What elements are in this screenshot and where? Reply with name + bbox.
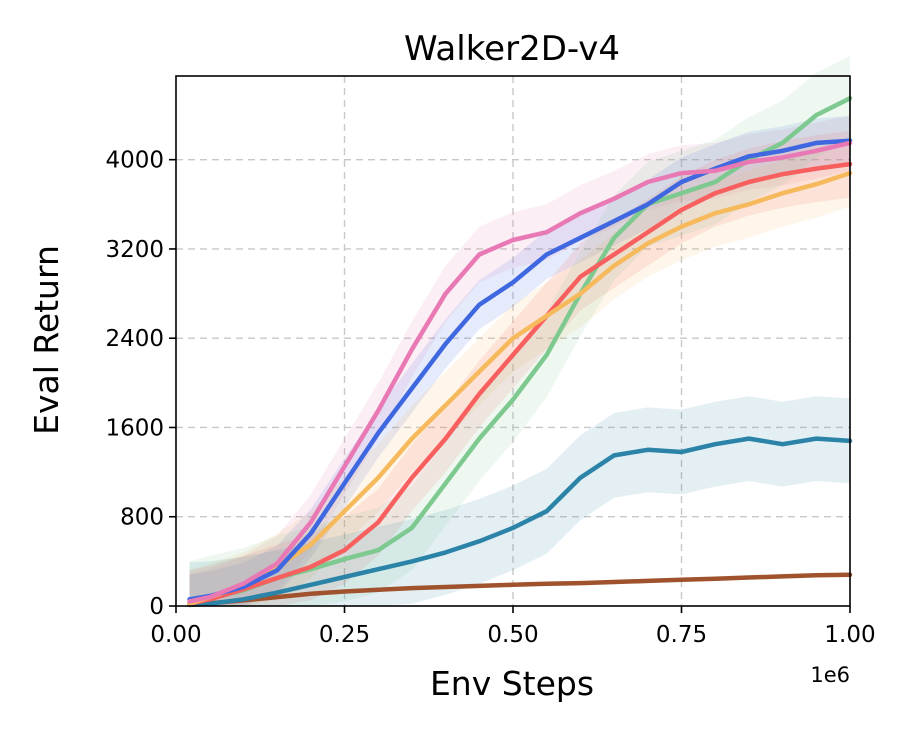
x-offset-label: 1e6 xyxy=(810,663,850,687)
x-tick-label: 0.50 xyxy=(487,622,538,648)
y-axis-label: Eval Return xyxy=(27,245,66,435)
series-line-brown xyxy=(187,572,853,608)
series-line-blue xyxy=(187,138,853,602)
band-orange xyxy=(189,139,850,606)
series-lines xyxy=(187,96,853,608)
x-tick-label: 0.00 xyxy=(150,622,201,648)
x-tick-label: 1.00 xyxy=(824,622,875,648)
series-line-pink xyxy=(187,140,853,604)
y-tick-label: 800 xyxy=(120,505,164,531)
x-ticks: 0.00 0.25 0.50 0.75 1.00 xyxy=(150,606,876,648)
series-line-red xyxy=(187,161,853,607)
y-tick-label: 4000 xyxy=(105,148,164,174)
y-tick-label: 1600 xyxy=(105,415,164,441)
series-line-teal xyxy=(187,436,853,608)
y-tick-label: 2400 xyxy=(105,326,164,352)
x-tick-label: 0.75 xyxy=(656,622,707,648)
band-blue xyxy=(189,116,850,606)
band-red xyxy=(189,130,850,606)
x-axis-label: Env Steps xyxy=(430,664,594,703)
band-pink xyxy=(189,115,850,606)
x-tick-label: 0.25 xyxy=(319,622,370,648)
y-tick-label: 0 xyxy=(149,594,164,620)
band-teal xyxy=(189,396,850,606)
y-tick-label: 3200 xyxy=(105,237,164,263)
chart-title: Walker2D-v4 xyxy=(404,29,620,69)
y-ticks: 0 800 1600 2400 3200 4000 xyxy=(105,148,176,620)
